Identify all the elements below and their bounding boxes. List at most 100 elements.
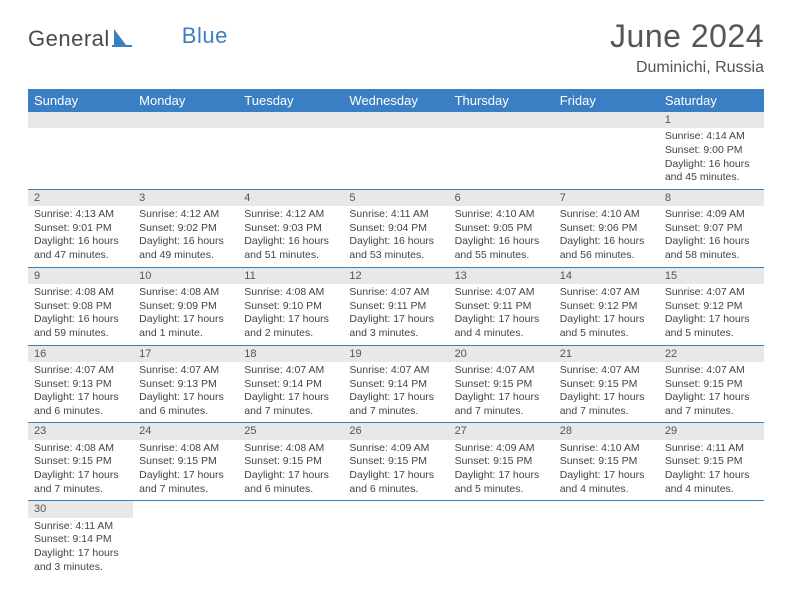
sunrise-text: Sunrise: 4:10 AM bbox=[455, 208, 548, 222]
calendar-week-row: 9Sunrise: 4:08 AMSunset: 9:08 PMDaylight… bbox=[28, 267, 764, 345]
calendar-empty-cell bbox=[343, 501, 448, 578]
sunrise-text: Sunrise: 4:07 AM bbox=[560, 364, 653, 378]
daylight-text: Daylight: 17 hours and 7 minutes. bbox=[34, 469, 127, 496]
sunrise-text: Sunrise: 4:07 AM bbox=[34, 364, 127, 378]
calendar-day-cell: 27Sunrise: 4:09 AMSunset: 9:15 PMDayligh… bbox=[449, 423, 554, 501]
day-number: 15 bbox=[659, 268, 764, 284]
day-number: 6 bbox=[449, 190, 554, 206]
calendar-day-cell: 16Sunrise: 4:07 AMSunset: 9:13 PMDayligh… bbox=[28, 345, 133, 423]
day-number: 7 bbox=[554, 190, 659, 206]
sunset-text: Sunset: 9:15 PM bbox=[560, 455, 653, 469]
day-data: Sunrise: 4:07 AMSunset: 9:14 PMDaylight:… bbox=[343, 362, 448, 423]
day-number: 26 bbox=[343, 423, 448, 439]
day-data: Sunrise: 4:10 AMSunset: 9:06 PMDaylight:… bbox=[554, 206, 659, 267]
calendar-day-cell: 7Sunrise: 4:10 AMSunset: 9:06 PMDaylight… bbox=[554, 189, 659, 267]
day-data: Sunrise: 4:08 AMSunset: 9:08 PMDaylight:… bbox=[28, 284, 133, 345]
day-number: 23 bbox=[28, 423, 133, 439]
calendar-day-cell: 26Sunrise: 4:09 AMSunset: 9:15 PMDayligh… bbox=[343, 423, 448, 501]
sunset-text: Sunset: 9:00 PM bbox=[665, 144, 758, 158]
daylight-text: Daylight: 17 hours and 6 minutes. bbox=[244, 469, 337, 496]
day-data: Sunrise: 4:11 AMSunset: 9:14 PMDaylight:… bbox=[28, 518, 133, 579]
calendar-day-cell: 18Sunrise: 4:07 AMSunset: 9:14 PMDayligh… bbox=[238, 345, 343, 423]
daylight-text: Daylight: 17 hours and 4 minutes. bbox=[560, 469, 653, 496]
day-data: Sunrise: 4:09 AMSunset: 9:15 PMDaylight:… bbox=[449, 440, 554, 501]
day-number: 18 bbox=[238, 346, 343, 362]
sunset-text: Sunset: 9:05 PM bbox=[455, 222, 548, 236]
day-data: Sunrise: 4:07 AMSunset: 9:13 PMDaylight:… bbox=[28, 362, 133, 423]
daylight-text: Daylight: 16 hours and 45 minutes. bbox=[665, 158, 758, 185]
sunset-text: Sunset: 9:04 PM bbox=[349, 222, 442, 236]
sunrise-text: Sunrise: 4:08 AM bbox=[139, 442, 232, 456]
sunrise-text: Sunrise: 4:07 AM bbox=[139, 364, 232, 378]
day-data: Sunrise: 4:09 AMSunset: 9:07 PMDaylight:… bbox=[659, 206, 764, 267]
calendar-day-cell: 20Sunrise: 4:07 AMSunset: 9:15 PMDayligh… bbox=[449, 345, 554, 423]
calendar-empty-cell bbox=[659, 501, 764, 578]
sunrise-text: Sunrise: 4:07 AM bbox=[244, 364, 337, 378]
sunset-text: Sunset: 9:10 PM bbox=[244, 300, 337, 314]
logo-text-blue: Blue bbox=[182, 23, 228, 48]
month-title: June 2024 bbox=[610, 18, 764, 55]
empty-daynum bbox=[28, 112, 133, 128]
day-number: 14 bbox=[554, 268, 659, 284]
header: General Blue June 2024 Duminichi, Russia bbox=[0, 0, 792, 83]
calendar-week-row: 23Sunrise: 4:08 AMSunset: 9:15 PMDayligh… bbox=[28, 423, 764, 501]
day-data: Sunrise: 4:07 AMSunset: 9:15 PMDaylight:… bbox=[659, 362, 764, 423]
sunrise-text: Sunrise: 4:11 AM bbox=[349, 208, 442, 222]
daylight-text: Daylight: 17 hours and 7 minutes. bbox=[560, 391, 653, 418]
day-data: Sunrise: 4:12 AMSunset: 9:02 PMDaylight:… bbox=[133, 206, 238, 267]
daylight-text: Daylight: 17 hours and 7 minutes. bbox=[244, 391, 337, 418]
weekday-header: Tuesday bbox=[238, 89, 343, 112]
sunset-text: Sunset: 9:12 PM bbox=[560, 300, 653, 314]
calendar-day-cell: 8Sunrise: 4:09 AMSunset: 9:07 PMDaylight… bbox=[659, 189, 764, 267]
calendar-day-cell: 13Sunrise: 4:07 AMSunset: 9:11 PMDayligh… bbox=[449, 267, 554, 345]
day-data: Sunrise: 4:11 AMSunset: 9:04 PMDaylight:… bbox=[343, 206, 448, 267]
sunrise-text: Sunrise: 4:13 AM bbox=[34, 208, 127, 222]
sunrise-text: Sunrise: 4:08 AM bbox=[244, 442, 337, 456]
weekday-header: Friday bbox=[554, 89, 659, 112]
logo: General Blue bbox=[28, 26, 228, 52]
day-number: 11 bbox=[238, 268, 343, 284]
day-number: 9 bbox=[28, 268, 133, 284]
sunrise-text: Sunrise: 4:07 AM bbox=[349, 286, 442, 300]
day-number: 12 bbox=[343, 268, 448, 284]
day-number: 19 bbox=[343, 346, 448, 362]
weekday-header-row: SundayMondayTuesdayWednesdayThursdayFrid… bbox=[28, 89, 764, 112]
sunrise-text: Sunrise: 4:09 AM bbox=[349, 442, 442, 456]
sunrise-text: Sunrise: 4:12 AM bbox=[139, 208, 232, 222]
calendar-day-cell: 19Sunrise: 4:07 AMSunset: 9:14 PMDayligh… bbox=[343, 345, 448, 423]
daylight-text: Daylight: 17 hours and 3 minutes. bbox=[34, 547, 127, 574]
sunset-text: Sunset: 9:15 PM bbox=[455, 378, 548, 392]
calendar-day-cell: 24Sunrise: 4:08 AMSunset: 9:15 PMDayligh… bbox=[133, 423, 238, 501]
daylight-text: Daylight: 16 hours and 51 minutes. bbox=[244, 235, 337, 262]
calendar-day-cell: 30Sunrise: 4:11 AMSunset: 9:14 PMDayligh… bbox=[28, 501, 133, 578]
daylight-text: Daylight: 17 hours and 7 minutes. bbox=[665, 391, 758, 418]
calendar-day-cell: 22Sunrise: 4:07 AMSunset: 9:15 PMDayligh… bbox=[659, 345, 764, 423]
sunset-text: Sunset: 9:14 PM bbox=[244, 378, 337, 392]
daylight-text: Daylight: 17 hours and 7 minutes. bbox=[349, 391, 442, 418]
sunset-text: Sunset: 9:15 PM bbox=[665, 455, 758, 469]
sunset-text: Sunset: 9:13 PM bbox=[139, 378, 232, 392]
day-data: Sunrise: 4:07 AMSunset: 9:14 PMDaylight:… bbox=[238, 362, 343, 423]
calendar-empty-cell bbox=[133, 501, 238, 578]
day-number: 20 bbox=[449, 346, 554, 362]
day-data: Sunrise: 4:08 AMSunset: 9:15 PMDaylight:… bbox=[133, 440, 238, 501]
sunset-text: Sunset: 9:08 PM bbox=[34, 300, 127, 314]
empty-daynum bbox=[133, 112, 238, 128]
daylight-text: Daylight: 17 hours and 4 minutes. bbox=[665, 469, 758, 496]
day-data: Sunrise: 4:14 AMSunset: 9:00 PMDaylight:… bbox=[659, 128, 764, 189]
sunset-text: Sunset: 9:07 PM bbox=[665, 222, 758, 236]
calendar-day-cell: 10Sunrise: 4:08 AMSunset: 9:09 PMDayligh… bbox=[133, 267, 238, 345]
day-data: Sunrise: 4:08 AMSunset: 9:15 PMDaylight:… bbox=[238, 440, 343, 501]
day-number: 10 bbox=[133, 268, 238, 284]
day-data: Sunrise: 4:10 AMSunset: 9:05 PMDaylight:… bbox=[449, 206, 554, 267]
sunset-text: Sunset: 9:11 PM bbox=[349, 300, 442, 314]
day-number: 16 bbox=[28, 346, 133, 362]
calendar-table: SundayMondayTuesdayWednesdayThursdayFrid… bbox=[28, 89, 764, 578]
daylight-text: Daylight: 16 hours and 58 minutes. bbox=[665, 235, 758, 262]
day-number: 8 bbox=[659, 190, 764, 206]
calendar-day-cell: 11Sunrise: 4:08 AMSunset: 9:10 PMDayligh… bbox=[238, 267, 343, 345]
daylight-text: Daylight: 17 hours and 5 minutes. bbox=[455, 469, 548, 496]
day-data: Sunrise: 4:13 AMSunset: 9:01 PMDaylight:… bbox=[28, 206, 133, 267]
daylight-text: Daylight: 17 hours and 5 minutes. bbox=[665, 313, 758, 340]
day-number: 22 bbox=[659, 346, 764, 362]
